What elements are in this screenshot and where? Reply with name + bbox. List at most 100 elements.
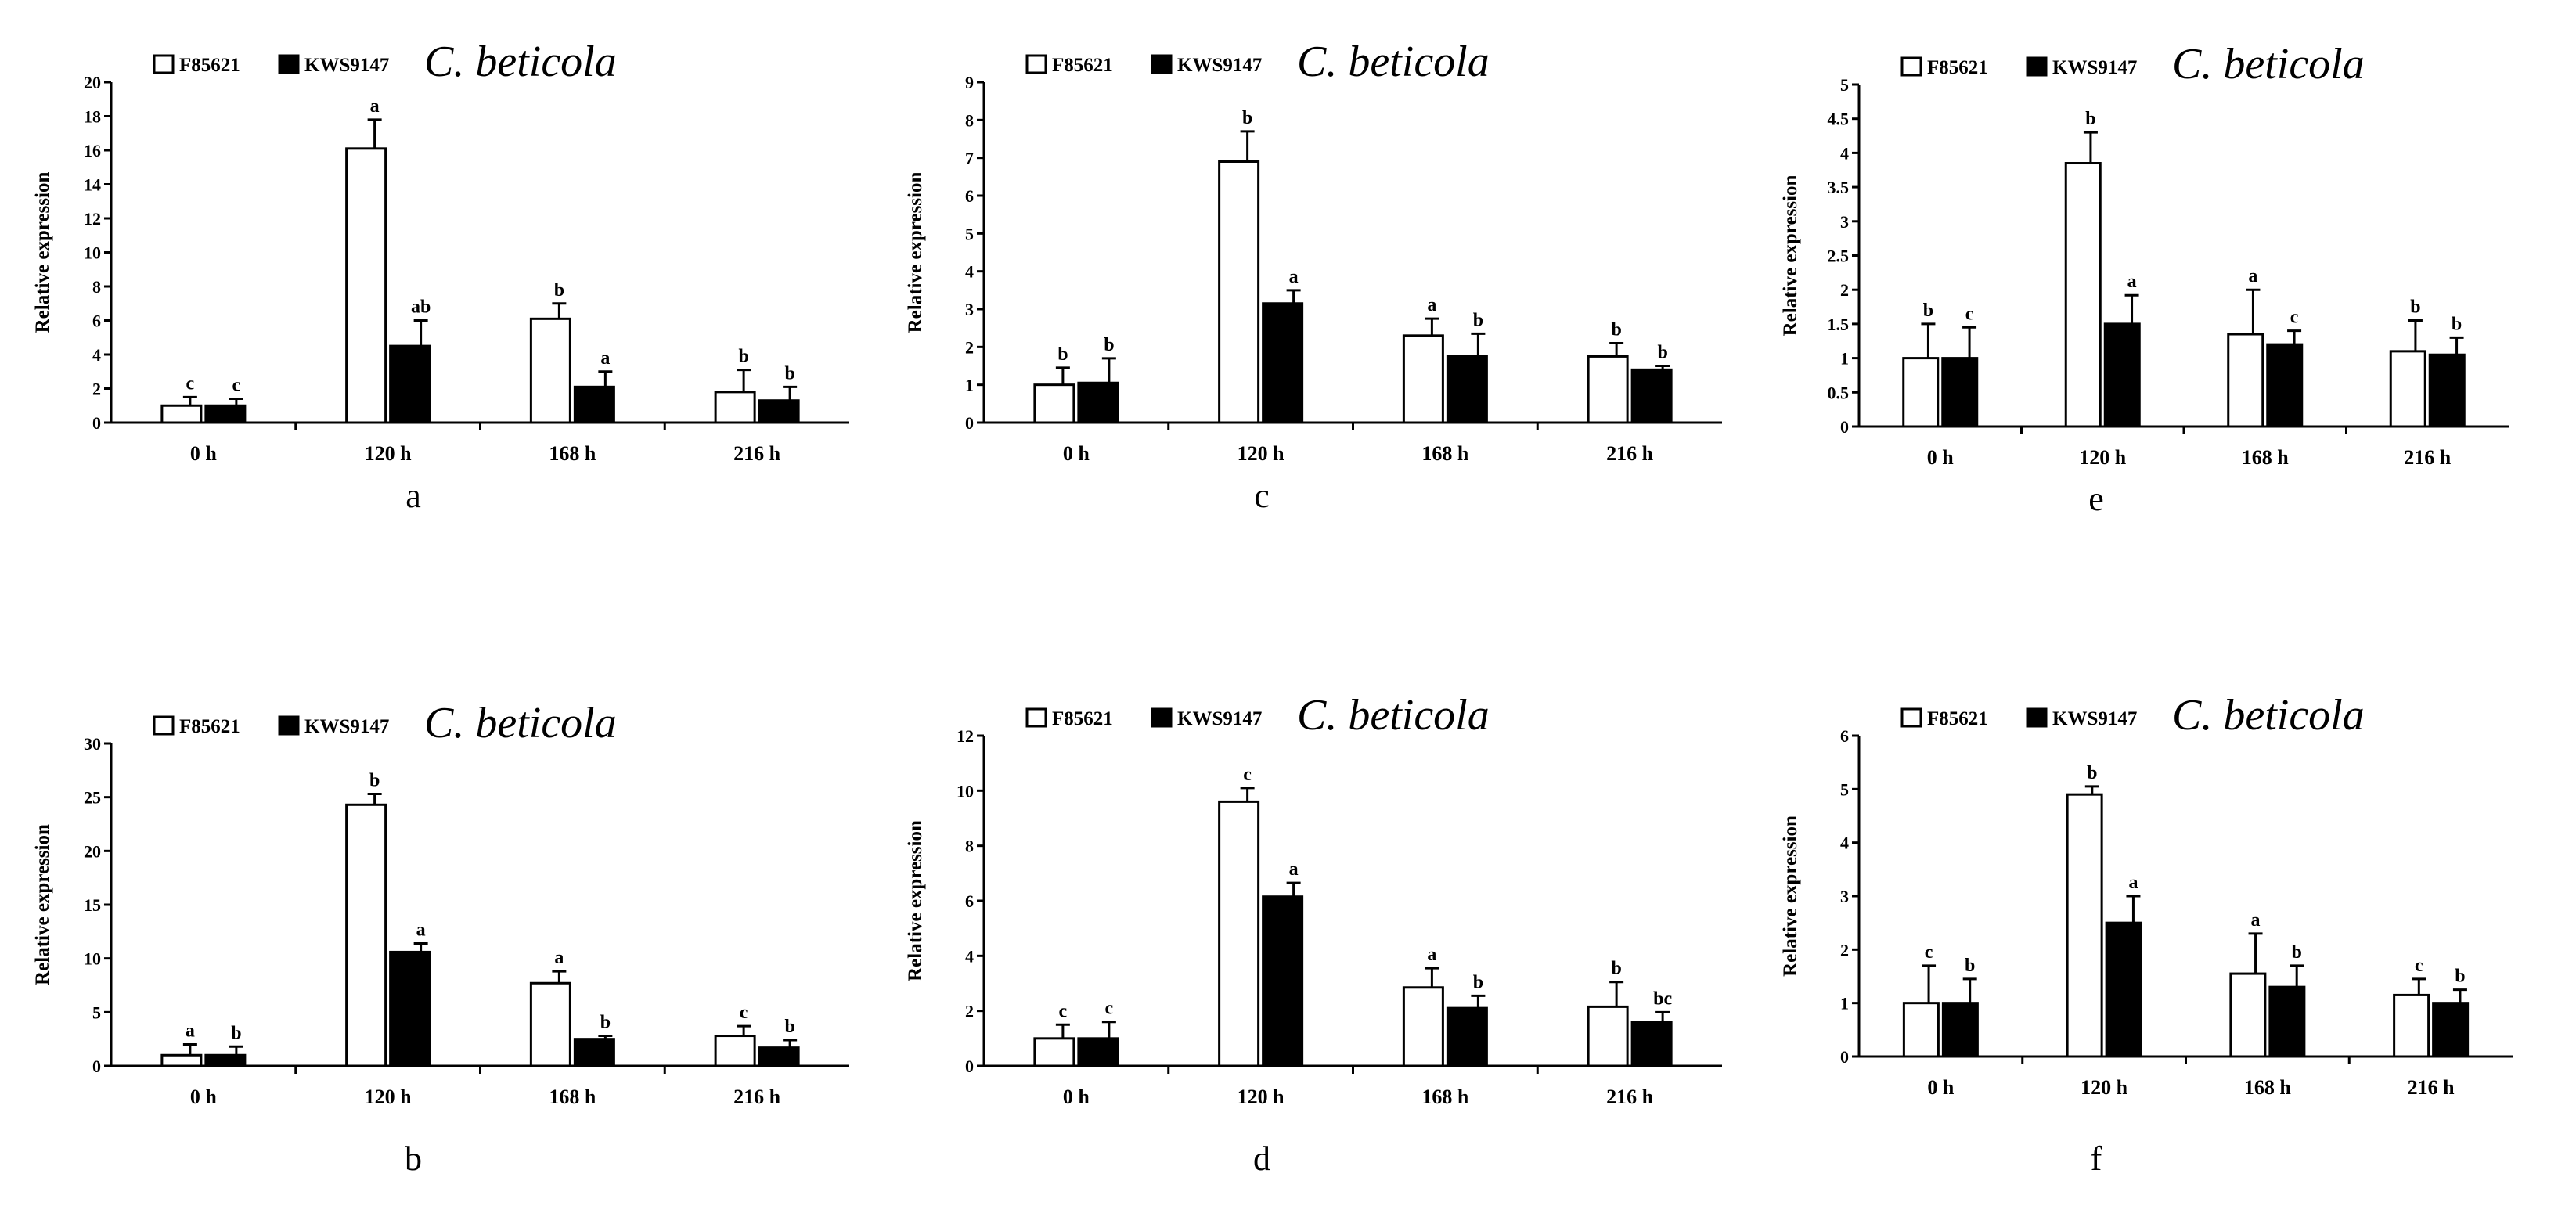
chart-panel-b: 0 5 10 15 20 25 30 Relative expression 0 h a b 120 … <box>32 699 849 1178</box>
x-category-label: 168 h <box>1421 1085 1469 1108</box>
x-category-label: 120 h <box>2079 446 2127 469</box>
significance-letter: b <box>2085 109 2095 129</box>
significance-letter: b <box>1473 972 1483 992</box>
bar-KWS9147-0h <box>1941 357 1979 428</box>
significance-letter: b <box>2292 942 2302 963</box>
legend-label-F85621: F85621 <box>1927 708 1988 729</box>
y-tick-label: 0 <box>965 413 974 433</box>
panel-label: a <box>405 477 421 515</box>
y-tick-label: 0 <box>1840 417 1849 437</box>
significance-letter: c <box>2415 956 2423 976</box>
y-tick-label: 3.5 <box>1828 178 1850 197</box>
y-tick-label: 4 <box>1840 833 1849 853</box>
legend-swatch-KWS9147 <box>1151 707 1173 728</box>
bar-F85621-0h <box>1033 1037 1075 1067</box>
bar-KWS9147-168h <box>1446 1006 1488 1067</box>
significance-letter: b <box>784 363 794 383</box>
significance-letter: c <box>1925 942 1933 963</box>
y-axis-title: Relative expression <box>1780 175 1801 337</box>
bar-KWS9147-120h <box>1262 302 1304 424</box>
y-tick-label: 12 <box>84 209 101 229</box>
significance-letter: a <box>416 920 426 940</box>
significance-letter: b <box>1657 343 1667 363</box>
y-tick-label: 0 <box>1840 1047 1849 1067</box>
y-tick-label: 6 <box>1840 726 1849 746</box>
significance-letter: c <box>1243 765 1252 785</box>
bar-F85621-0h <box>1902 357 1940 428</box>
bar-KWS9147-120h <box>389 950 431 1067</box>
significance-letter: b <box>784 1017 794 1037</box>
legend-swatch-KWS9147 <box>2026 56 2048 77</box>
bar-KWS9147-0h <box>1941 1002 1979 1058</box>
y-axis-title: Relative expression <box>32 824 53 985</box>
x-category-label: 168 h <box>2242 446 2290 469</box>
bar-F85621-0h <box>160 1053 203 1067</box>
y-tick-label: 1 <box>1840 994 1849 1013</box>
legend-label-F85621: F85621 <box>1927 57 1988 78</box>
significance-letter: c <box>186 373 195 394</box>
bar-F85621-120h <box>345 147 387 424</box>
chart-panel-e: 0 0.5 1 1.5 2 2.5 3 3.5 4 4.5 5 Relative expression… <box>1780 40 2509 518</box>
y-tick-label: 4 <box>965 262 974 282</box>
significance-letter: b <box>1965 956 1975 976</box>
bar-F85621-216h <box>2393 993 2430 1058</box>
x-category-label: 216 h <box>1606 442 1654 465</box>
panel-label: b <box>405 1139 422 1178</box>
y-tick-label: 8 <box>965 110 974 130</box>
significance-letter: b <box>738 347 748 367</box>
x-category-label: 216 h <box>733 1085 781 1108</box>
x-category-label: 0 h <box>1927 446 1955 469</box>
significance-letter: a <box>186 1021 195 1042</box>
y-tick-label: 20 <box>84 73 101 92</box>
x-category-label: 216 h <box>2408 1076 2455 1099</box>
chart-panel-d: 0 2 4 6 8 10 12 Relative expression 0 h c c 120 h c a… <box>905 691 1722 1178</box>
legend-swatch-F85621 <box>1900 56 1922 77</box>
y-tick-label: 8 <box>92 277 101 297</box>
legend-swatch-F85621 <box>1025 707 1047 728</box>
bar-KWS9147-120h <box>2103 322 2141 428</box>
significance-letter: b <box>1057 344 1068 365</box>
x-category-label: 120 h <box>365 442 413 465</box>
y-tick-label: 2 <box>92 380 101 399</box>
y-tick-label: 1 <box>1840 349 1849 369</box>
y-tick-label: 1.5 <box>1828 315 1850 334</box>
x-category-label: 0 h <box>190 442 218 465</box>
bar-F85621-120h <box>345 803 387 1067</box>
significance-letter: a <box>2248 266 2257 286</box>
bar-F85621-120h <box>1218 800 1260 1067</box>
y-tick-label: 1 <box>965 376 974 395</box>
significance-letter: b <box>231 1023 241 1043</box>
bar-KWS9147-120h <box>1262 895 1304 1067</box>
bar-KWS9147-120h <box>389 344 431 424</box>
bar-F85621-120h <box>2066 793 2103 1058</box>
bar-KWS9147-216h <box>758 399 800 424</box>
significance-letter: c <box>740 1003 748 1023</box>
significance-letter: c <box>2290 308 2299 328</box>
significance-letter: a <box>1427 295 1436 315</box>
y-tick-label: 0 <box>92 1057 101 1076</box>
y-axis-title: Relative expression <box>32 172 53 333</box>
significance-letter: b <box>1473 310 1483 330</box>
significance-letter: a <box>1427 945 1436 965</box>
significance-letter: bc <box>1653 988 1672 1009</box>
bar-F85621-216h <box>1587 1005 1629 1067</box>
bar-F85621-168h <box>529 981 571 1067</box>
y-tick-label: 10 <box>957 781 974 801</box>
significance-letter: b <box>369 771 380 791</box>
y-tick-label: 25 <box>84 788 101 808</box>
legend-swatch-KWS9147 <box>278 54 300 74</box>
significance-letter: a <box>370 96 380 117</box>
legend-label-KWS9147: KWS9147 <box>304 716 389 737</box>
bar-KWS9147-168h <box>2266 343 2304 428</box>
legend-swatch-F85621 <box>1900 707 1922 728</box>
significance-letter: a <box>2128 873 2138 893</box>
x-category-label: 216 h <box>2404 446 2452 469</box>
y-tick-label: 0 <box>965 1057 974 1076</box>
y-tick-label: 10 <box>84 949 101 969</box>
legend-swatch-KWS9147 <box>2026 707 2048 728</box>
y-axis-title: Relative expression <box>1780 815 1801 977</box>
y-tick-label: 8 <box>965 837 974 856</box>
x-category-label: 168 h <box>2244 1076 2292 1099</box>
bar-F85621-216h <box>1587 355 1629 424</box>
